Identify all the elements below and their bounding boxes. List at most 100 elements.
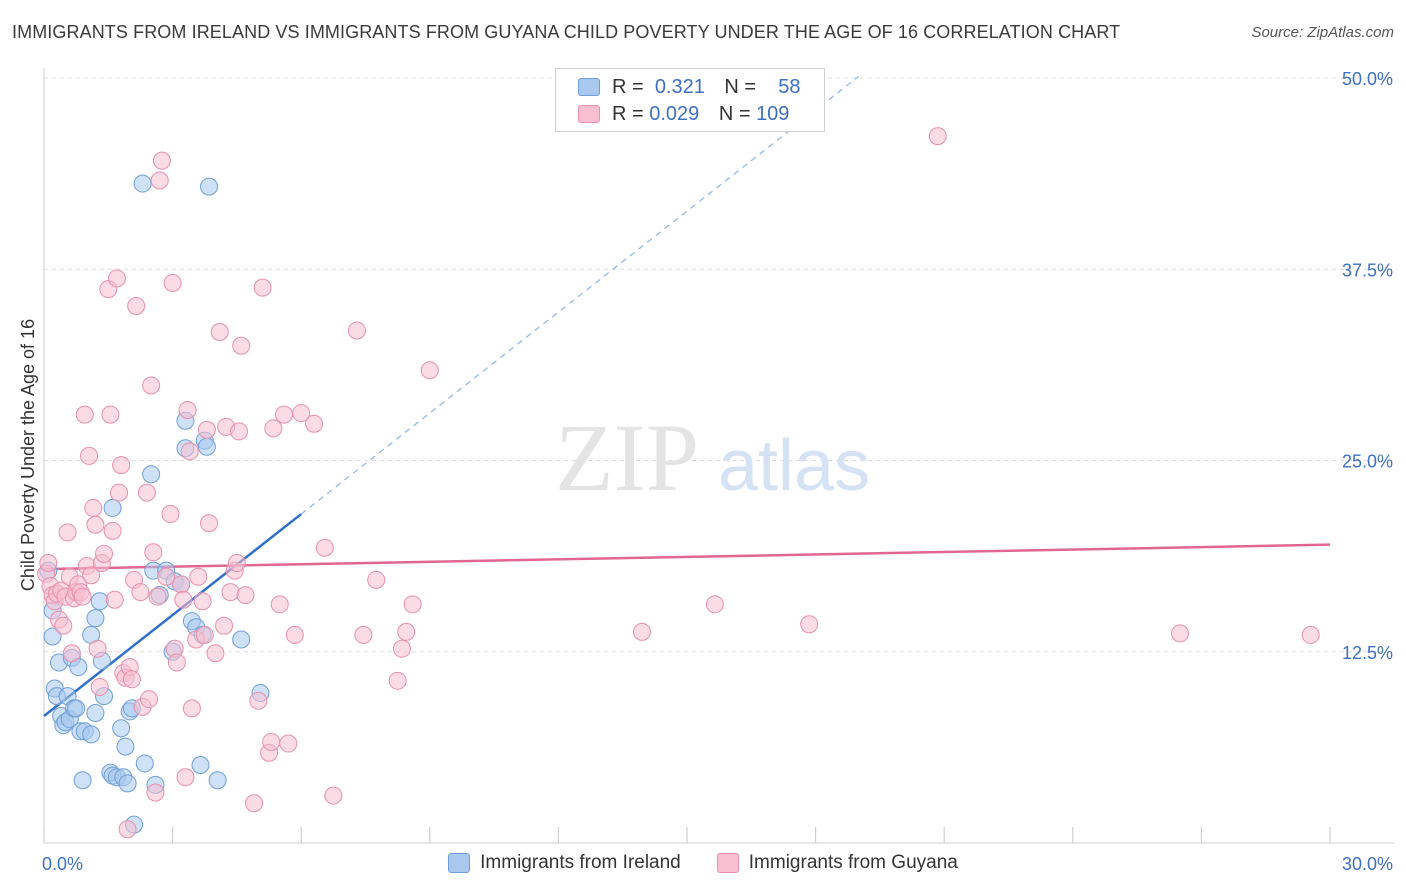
point-guyana bbox=[101, 405, 120, 424]
point-guyana bbox=[103, 521, 122, 540]
trend-line-guyana bbox=[43, 543, 1331, 571]
trend-line-ireland-extension bbox=[300, 75, 859, 515]
chart-title: IMMIGRANTS FROM IRELAND VS IMMIGRANTS FR… bbox=[12, 22, 1121, 42]
data-points bbox=[37, 127, 1320, 839]
source-label: Source: ZipAtlas.com bbox=[1251, 24, 1394, 41]
point-guyana bbox=[122, 670, 141, 689]
point-guyana bbox=[315, 538, 334, 557]
point-guyana bbox=[58, 523, 77, 542]
x-tick-label: 0.0% bbox=[42, 854, 83, 874]
point-guyana bbox=[253, 278, 272, 297]
point-guyana bbox=[420, 361, 439, 380]
point-guyana bbox=[62, 644, 81, 663]
series-swatch-guyana bbox=[716, 853, 739, 873]
legend-row-guyana: R = 0.029 N = 109 bbox=[578, 101, 789, 127]
point-guyana bbox=[227, 554, 246, 573]
series-label-ireland: Immigrants from Ireland bbox=[480, 852, 681, 873]
point-guyana bbox=[197, 420, 216, 439]
point-guyana bbox=[392, 639, 411, 658]
point-guyana bbox=[157, 567, 176, 586]
point-guyana bbox=[131, 583, 150, 602]
legend-swatch-guyana bbox=[578, 105, 600, 123]
point-guyana bbox=[95, 544, 114, 563]
point-guyana bbox=[174, 590, 193, 609]
r-label: R = bbox=[612, 75, 644, 98]
point-guyana bbox=[193, 592, 212, 611]
point-guyana bbox=[245, 794, 264, 813]
r-value-guyana: 0.029 bbox=[649, 102, 700, 125]
point-guyana bbox=[163, 274, 182, 293]
point-guyana bbox=[189, 567, 208, 586]
point-ireland bbox=[232, 630, 251, 649]
point-guyana bbox=[110, 483, 129, 502]
n-label: N = bbox=[724, 75, 757, 98]
point-guyana bbox=[221, 583, 240, 602]
point-ireland bbox=[82, 725, 101, 744]
series-legend-guyana[interactable]: Immigrants from Guyana bbox=[716, 852, 958, 874]
y-axis-label: Child Poverty Under the Age of 16 bbox=[18, 319, 38, 591]
point-ireland bbox=[135, 754, 154, 773]
axes bbox=[43, 68, 1394, 844]
point-guyana bbox=[144, 543, 163, 562]
point-guyana bbox=[54, 616, 73, 635]
point-guyana bbox=[73, 587, 92, 606]
point-ireland bbox=[86, 609, 105, 628]
point-guyana bbox=[206, 644, 225, 663]
series-legend: Immigrants from Ireland Immigrants from … bbox=[0, 852, 1406, 874]
r-value-ireland: 0.321 bbox=[654, 75, 705, 98]
point-guyana bbox=[172, 575, 191, 594]
point-guyana bbox=[88, 639, 107, 658]
point-ireland bbox=[116, 737, 135, 756]
point-guyana bbox=[928, 127, 947, 146]
watermark-atlas: atlas bbox=[718, 426, 870, 506]
point-ireland bbox=[118, 774, 137, 793]
r-label: R = bbox=[612, 102, 644, 125]
legend-row-ireland: R = 0.321 N = 58 bbox=[578, 74, 801, 100]
point-guyana bbox=[270, 595, 289, 614]
point-guyana bbox=[195, 625, 214, 644]
tick-labels: 12.5% 25.0% 37.5% 50.0% 0.0% 30.0% bbox=[42, 69, 1393, 874]
point-guyana bbox=[152, 151, 171, 170]
point-guyana bbox=[1170, 624, 1189, 643]
point-guyana bbox=[800, 615, 819, 634]
n-value-guyana: 109 bbox=[756, 102, 790, 125]
point-guyana bbox=[324, 786, 343, 805]
point-guyana bbox=[292, 404, 311, 423]
legend-swatch-ireland bbox=[578, 78, 600, 96]
point-ireland bbox=[86, 703, 105, 722]
point-ireland bbox=[200, 177, 219, 196]
point-guyana bbox=[142, 376, 161, 395]
point-ireland bbox=[197, 437, 216, 456]
point-guyana bbox=[84, 498, 103, 517]
point-guyana bbox=[112, 456, 131, 475]
point-guyana bbox=[264, 419, 283, 438]
trend-line-ireland bbox=[43, 513, 302, 717]
point-guyana bbox=[397, 622, 416, 641]
point-guyana bbox=[180, 442, 199, 461]
y-tick-label: 25.0% bbox=[1342, 452, 1393, 472]
point-guyana bbox=[279, 734, 298, 753]
point-guyana bbox=[215, 616, 234, 635]
point-guyana bbox=[230, 422, 249, 441]
point-ireland bbox=[67, 699, 86, 718]
point-ireland bbox=[90, 592, 109, 611]
point-ireland bbox=[43, 627, 62, 646]
point-guyana bbox=[632, 622, 651, 641]
point-guyana bbox=[161, 505, 180, 524]
point-guyana bbox=[403, 595, 422, 614]
point-guyana bbox=[178, 401, 197, 420]
series-legend-ireland[interactable]: Immigrants from Ireland bbox=[448, 852, 681, 874]
series-swatch-ireland bbox=[448, 853, 471, 873]
n-label: N = bbox=[718, 102, 751, 125]
point-guyana bbox=[137, 483, 156, 502]
watermark-zip: ZIP bbox=[555, 404, 699, 511]
point-guyana bbox=[367, 570, 386, 589]
point-guyana bbox=[210, 322, 229, 341]
point-guyana bbox=[176, 768, 195, 787]
point-guyana bbox=[90, 677, 109, 696]
point-guyana bbox=[249, 691, 268, 710]
point-guyana bbox=[39, 554, 58, 573]
point-guyana bbox=[82, 566, 101, 585]
point-ireland bbox=[133, 174, 152, 193]
y-tick-label: 50.0% bbox=[1342, 69, 1393, 89]
